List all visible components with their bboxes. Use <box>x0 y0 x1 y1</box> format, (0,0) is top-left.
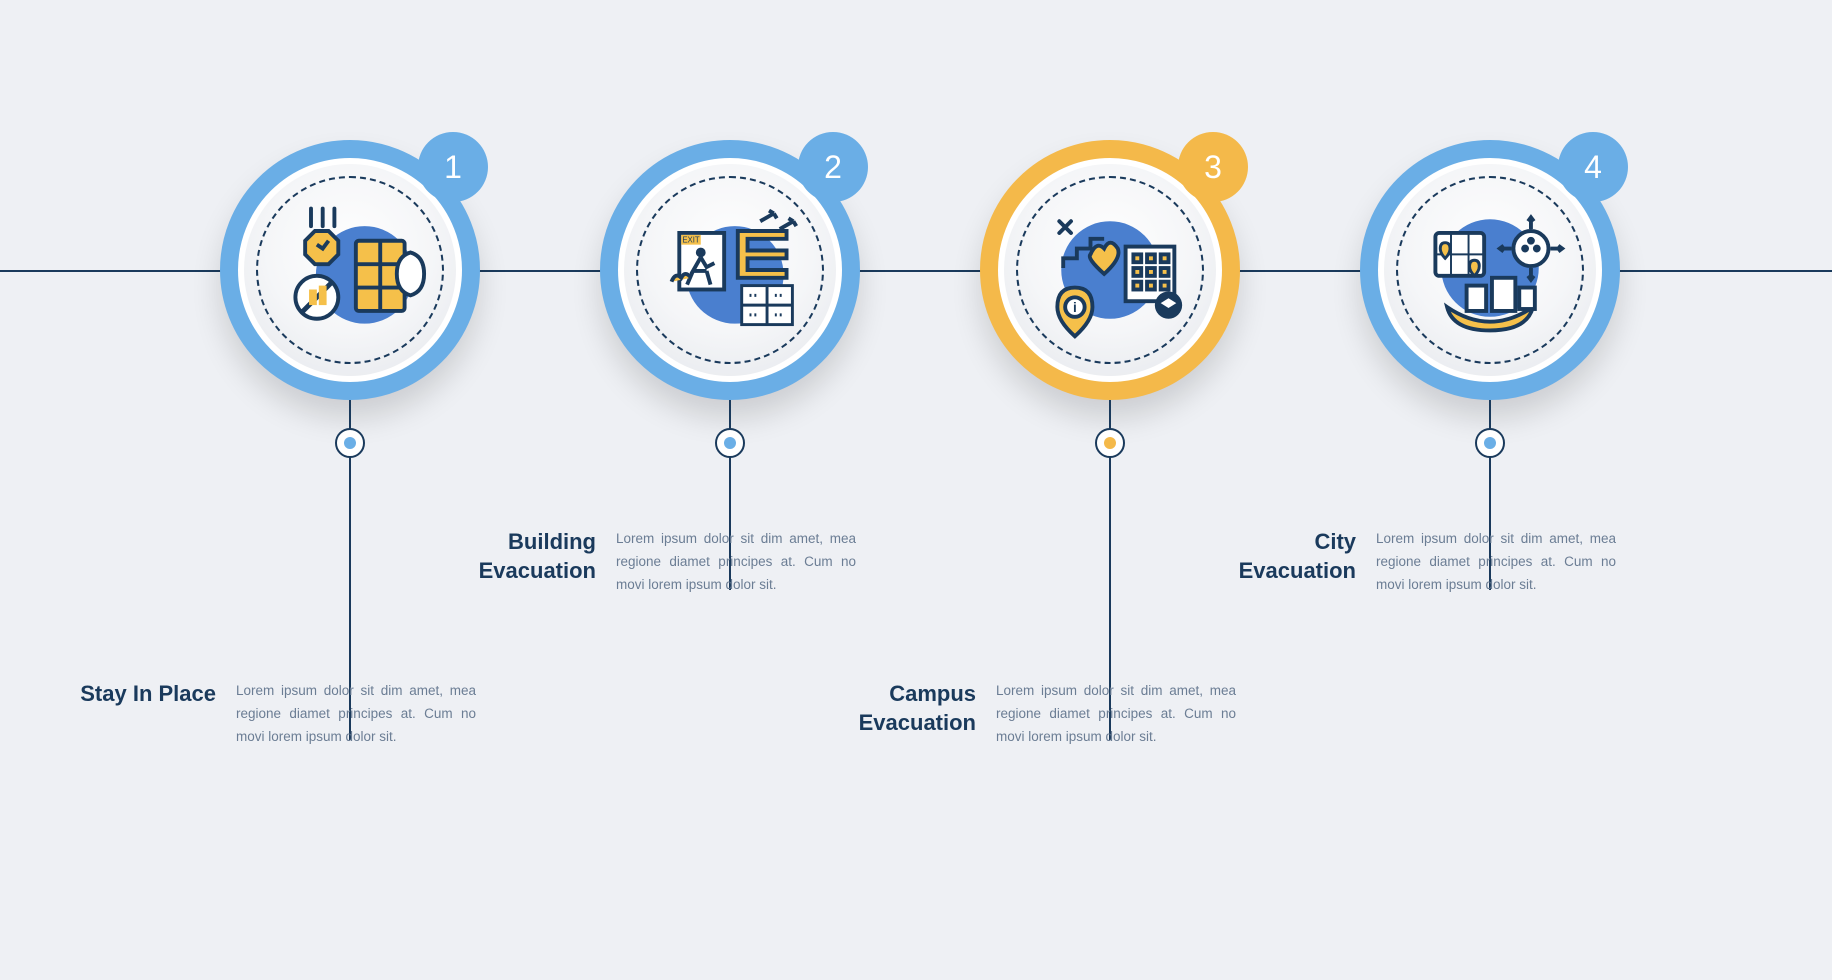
campus-evac-icon: i <box>1032 192 1188 348</box>
step-number-badge: 4 <box>1558 132 1628 202</box>
connector-dot <box>1095 428 1125 458</box>
city-evac-icon <box>1412 192 1568 348</box>
svg-text:i: i <box>1073 300 1077 315</box>
step-body: Lorem ipsum dolor sit dim amet, mea regi… <box>236 680 476 749</box>
step-content: City Evacuation Lorem ipsum dolor sit di… <box>1196 528 1616 597</box>
step-3: i 3 <box>980 140 1240 400</box>
building-evac-icon: EXIT <box>652 192 808 348</box>
connector-dot <box>335 428 365 458</box>
step-circle: EXIT 2 <box>600 140 860 400</box>
step-title: Campus Evacuation <box>816 680 976 749</box>
step-number-badge: 2 <box>798 132 868 202</box>
step-4: 4 <box>1360 140 1620 400</box>
step-content: Building Evacuation Lorem ipsum dolor si… <box>436 528 856 597</box>
stay-in-place-icon <box>272 192 428 348</box>
connector-dot <box>1475 428 1505 458</box>
step-title: Stay In Place <box>56 680 216 749</box>
step-body: Lorem ipsum dolor sit dim amet, mea regi… <box>1376 528 1616 597</box>
step-title: Building Evacuation <box>436 528 596 597</box>
step-content: Campus Evacuation Lorem ipsum dolor sit … <box>816 680 1236 749</box>
step-circle: 4 <box>1360 140 1620 400</box>
step-title: City Evacuation <box>1196 528 1356 597</box>
step-content: Stay In Place Lorem ipsum dolor sit dim … <box>56 680 476 749</box>
svg-text:EXIT: EXIT <box>682 236 700 245</box>
step-2: EXIT 2 <box>600 140 860 400</box>
step-body: Lorem ipsum dolor sit dim amet, mea regi… <box>616 528 856 597</box>
step-1: 1 <box>220 140 480 400</box>
step-circle: 1 <box>220 140 480 400</box>
step-number-badge: 1 <box>418 132 488 202</box>
step-body: Lorem ipsum dolor sit dim amet, mea regi… <box>996 680 1236 749</box>
step-number-badge: 3 <box>1178 132 1248 202</box>
step-circle: i 3 <box>980 140 1240 400</box>
connector-dot <box>715 428 745 458</box>
